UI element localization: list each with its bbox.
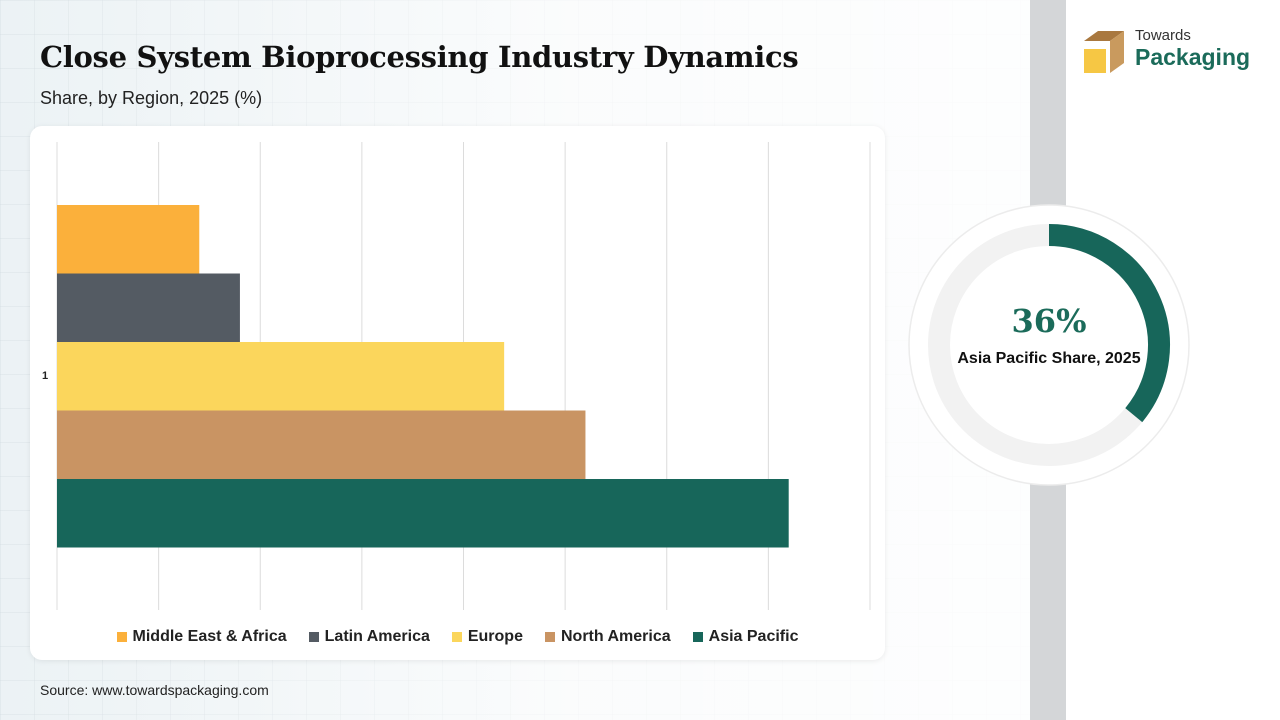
legend-swatch xyxy=(116,632,127,642)
bar-latin-america xyxy=(57,273,240,342)
legend-label: Asia Pacific xyxy=(708,628,799,645)
bar-middle-east-africa xyxy=(57,205,200,274)
legend-swatch xyxy=(308,632,319,642)
brand-logo: Towards Packaging xyxy=(1080,27,1260,77)
legend-swatch xyxy=(544,632,555,642)
donut-arc-asia-pacific xyxy=(1048,224,1170,423)
chart-subtitle: Share, by Region, 2025 (%) xyxy=(40,88,263,108)
source-note: Source: www.towardspackaging.com xyxy=(40,682,269,698)
logo-box-top xyxy=(1084,31,1124,41)
category-tick-label: 1 xyxy=(42,370,48,382)
legend-label: Latin America xyxy=(324,628,430,645)
legend-swatch xyxy=(692,632,703,642)
bar-europe xyxy=(57,342,505,411)
legend-label: North America xyxy=(560,628,671,645)
bar-asia-pacific xyxy=(57,479,789,548)
logo-box-front xyxy=(1084,49,1106,73)
legend-label: Europe xyxy=(467,628,523,645)
bars xyxy=(57,205,789,548)
bar-north-america xyxy=(57,410,586,479)
chart-title: Close System Bioprocessing Industry Dyna… xyxy=(40,40,799,74)
donut-outer-ring xyxy=(908,204,1190,486)
logo-text-towards: Towards xyxy=(1135,27,1191,44)
legend-item: Europe xyxy=(451,628,523,646)
box-logo-icon xyxy=(1084,31,1124,73)
legend-label: Middle East & Africa xyxy=(132,628,287,645)
legend-item: North America xyxy=(544,628,671,646)
logo-text-packaging: Packaging xyxy=(1135,44,1251,70)
donut-value: 36% xyxy=(1011,302,1087,340)
bar-chart: 1 xyxy=(42,142,871,610)
logo-box-side xyxy=(1110,31,1124,73)
legend-swatch xyxy=(451,632,462,642)
legend-item: Middle East & Africa xyxy=(116,628,287,646)
legend-item: Asia Pacific xyxy=(692,628,799,646)
bar-chart-card: 1 Middle East & Africa Latin America Europ… xyxy=(30,126,885,660)
donut-label: Asia Pacific Share, 2025 xyxy=(957,350,1141,367)
legend-item: Latin America xyxy=(308,628,430,646)
chart-legend: Middle East & Africa Latin America Europe N… xyxy=(30,628,885,646)
share-donut: 36% Asia Pacific Share, 2025 xyxy=(906,202,1192,488)
donut-chart xyxy=(908,204,1190,486)
